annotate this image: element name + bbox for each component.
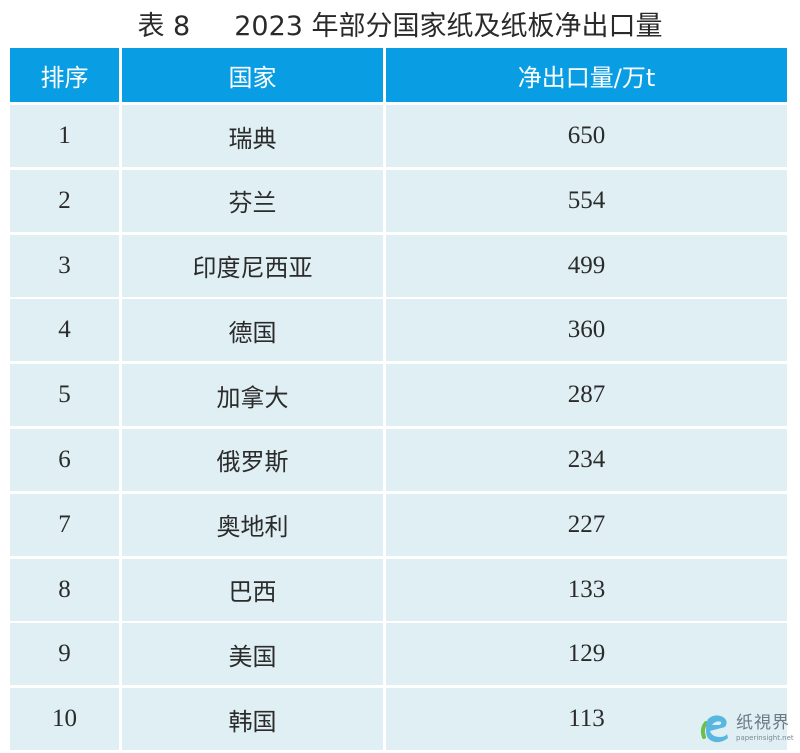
table-row: 1 瑞典 650 [10,105,787,167]
rank-cell: 5 [10,364,119,427]
country-cell: 印度尼西亚 [122,234,383,297]
table-row: 4 德国 360 [10,299,787,362]
value-cell: 227 [386,493,787,556]
rank-cell: 7 [10,493,119,556]
value-cell: 129 [386,623,787,686]
value-cell: 287 [386,364,787,427]
watermark-url: paperinsight.net [736,733,794,742]
value-cell: 554 [386,169,787,232]
value-cell: 234 [386,428,787,491]
rank-cell: 1 [10,105,119,167]
country-cell: 韩国 [122,688,383,751]
table-row: 2 芬兰 554 [10,169,787,232]
table-header-row: 排序 国家 净出口量/万t [10,48,787,102]
country-cell: 芬兰 [122,169,383,232]
country-cell: 德国 [122,299,383,362]
country-cell: 美国 [122,623,383,686]
rank-cell: 4 [10,299,119,362]
value-cell: 499 [386,234,787,297]
table-row: 7 奥地利 227 [10,493,787,556]
table-row: 5 加拿大 287 [10,364,787,427]
column-header-net-export: 净出口量/万t [386,48,787,102]
country-cell: 俄罗斯 [122,428,383,491]
rank-cell: 8 [10,558,119,621]
table-title: 表 8 2023 年部分国家纸及纸板净出口量 [0,0,800,46]
value-cell: 650 [386,105,787,167]
table-row: 3 印度尼西亚 499 [10,234,787,297]
rank-cell: 3 [10,234,119,297]
country-cell: 瑞典 [122,105,383,167]
watermark-name: 纸視界 [736,712,790,733]
table-row: 6 俄罗斯 234 [10,428,787,491]
rank-cell: 10 [10,688,119,751]
paperinsight-logo-icon [698,711,732,745]
country-cell: 巴西 [122,558,383,621]
table-number: 表 8 [137,10,191,42]
rank-cell: 6 [10,428,119,491]
rank-cell: 9 [10,623,119,686]
table-row: 8 巴西 133 [10,558,787,621]
country-cell: 奥地利 [122,493,383,556]
value-cell: 133 [386,558,787,621]
table-row: 9 美国 129 [10,623,787,686]
table-caption: 2023 年部分国家纸及纸板净出口量 [234,10,663,42]
column-header-rank: 排序 [10,48,119,102]
watermark: 纸視界 paperinsight.net [698,708,798,748]
country-cell: 加拿大 [122,364,383,427]
table-row: 10 韩国 113 [10,688,787,751]
net-export-table: 排序 国家 净出口量/万t 1 瑞典 650 2 芬兰 554 3 印度尼西亚 … [10,48,787,753]
value-cell: 360 [386,299,787,362]
rank-cell: 2 [10,169,119,232]
column-header-country: 国家 [122,48,383,102]
